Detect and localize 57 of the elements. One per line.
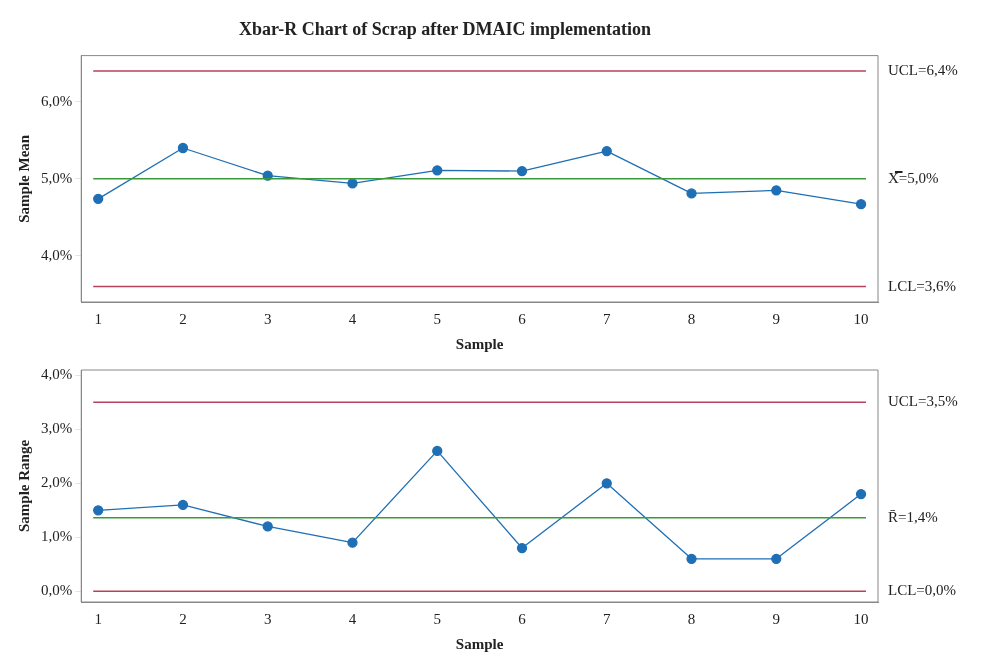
x-tick-label: 6 [518, 610, 527, 627]
point [347, 537, 358, 548]
point [432, 165, 443, 176]
point [262, 521, 273, 532]
y-tick-label: 6,0% [41, 92, 73, 109]
ref-line-label: UCL=6,4% [888, 61, 958, 78]
point [686, 553, 697, 564]
chart-title: Xbar-R Chart of Scrap after DMAIC implementation [239, 19, 651, 40]
x-tick-label: 9 [772, 610, 781, 627]
point [516, 542, 528, 554]
x-tick-label: 4 [348, 310, 357, 327]
y-tick-label: 2,0% [41, 474, 73, 491]
x-tick-label: 8 [687, 610, 696, 627]
y-axis-title: Sample Mean [15, 134, 32, 223]
y-tick-label: 4,0% [41, 246, 73, 263]
y-tick-label: 4,0% [41, 366, 73, 383]
x-tick-label: 5 [433, 610, 441, 627]
point [93, 505, 104, 516]
x-tick-label: 3 [263, 310, 272, 327]
x-tick-label: 1 [94, 610, 102, 627]
point [601, 478, 612, 489]
x-tick-label: 4 [348, 610, 357, 627]
ref-line-label: LCL=0,0% [888, 582, 957, 599]
y-tick-label: 3,0% [41, 420, 73, 437]
x-tick-label: 8 [687, 310, 696, 327]
point [771, 185, 782, 196]
x-tick-label: 1 [94, 310, 102, 327]
point [855, 199, 867, 210]
point [855, 488, 867, 500]
x-tick-label: 2 [179, 610, 187, 627]
x-tick-label: 2 [179, 310, 187, 327]
y-axis-title: Sample Range [15, 439, 32, 533]
point [177, 142, 189, 154]
ref-line-label: X̿=5,0% [888, 169, 939, 186]
y-tick-label: 0,0% [41, 582, 73, 599]
x-tick-label: 7 [603, 310, 612, 327]
ref-line-label: R̄=1,4% [888, 508, 938, 525]
point [686, 188, 697, 199]
x-tick-label: 10 [853, 310, 869, 327]
x-tick-label: 5 [433, 310, 441, 327]
x-tick-label: 10 [853, 610, 869, 627]
y-tick-label: 5,0% [41, 169, 73, 186]
point [432, 445, 443, 457]
x-axis-title: Sample [455, 635, 504, 652]
x-tick-label: 3 [263, 610, 272, 627]
y-tick-label: 1,0% [41, 528, 73, 545]
point [516, 165, 528, 177]
point [93, 193, 104, 204]
ref-line-label: UCL=3,5% [888, 393, 958, 410]
x-tick-label: 9 [772, 310, 781, 327]
ref-line-label: LCL=3,6% [888, 277, 957, 294]
x-tick-label: 6 [518, 310, 527, 327]
point [177, 499, 189, 511]
point [771, 553, 782, 564]
x-axis-title: Sample [455, 335, 504, 352]
point [601, 145, 612, 157]
x-tick-label: 7 [603, 610, 612, 627]
